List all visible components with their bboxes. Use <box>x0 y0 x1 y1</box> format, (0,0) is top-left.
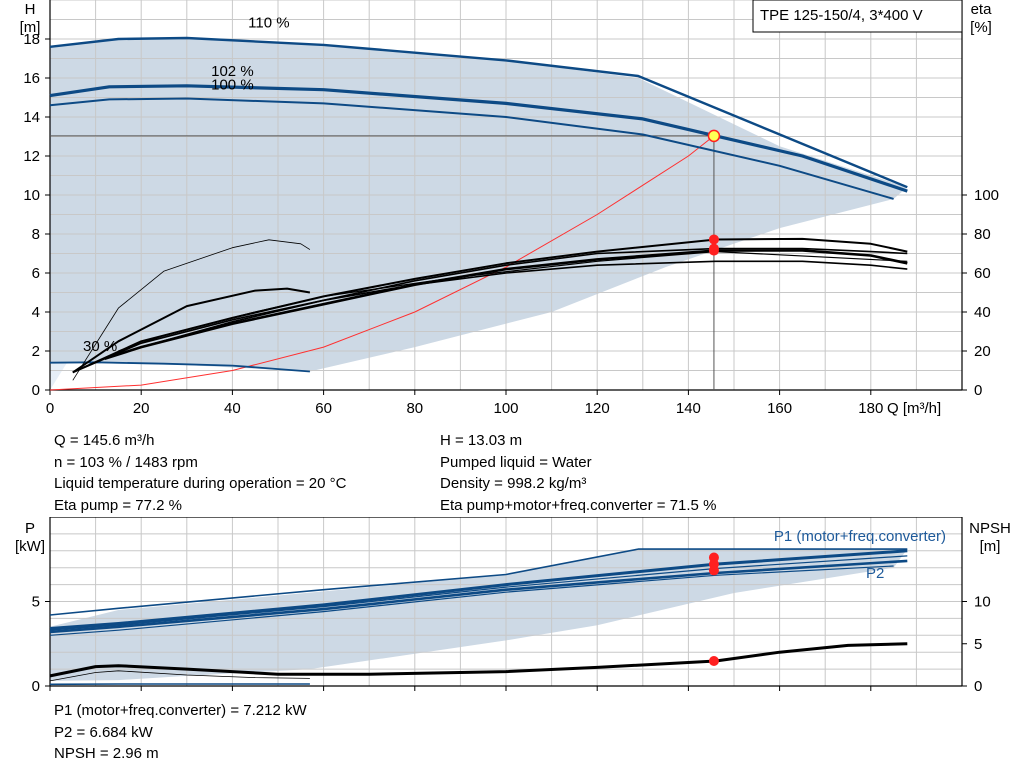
x-tick-label: 80 <box>406 400 423 417</box>
speed-label: 100 % <box>211 77 254 94</box>
speed-label: 30 % <box>83 338 117 355</box>
y2-axis-label-0: NPSH <box>969 520 1011 537</box>
x-tick-label: 20 <box>133 400 150 417</box>
efficiency-curve <box>118 251 908 352</box>
flow-value: Q = 145.6 m³/h <box>54 432 155 449</box>
duty-point <box>707 129 721 143</box>
head-curve <box>49 84 908 193</box>
y-tick-label: 0 <box>32 382 40 399</box>
npsh-value: NPSH = 2.96 m <box>54 745 159 762</box>
y-tick-label: 2 <box>32 343 40 360</box>
y-tick-label: 4 <box>32 304 40 321</box>
y2-tick-label: 10 <box>974 594 991 611</box>
y2-axis-label-1: [%] <box>970 19 992 36</box>
y-axis-label-0: H <box>25 1 36 18</box>
y-axis-label-1: [kW] <box>15 538 45 555</box>
npsh-duty-point <box>708 655 719 666</box>
y-tick-label: 12 <box>23 148 40 165</box>
main-info-left: Q = 145.6 m³/h n = 103 % / 1483 rpm Liqu… <box>54 430 346 516</box>
x-tick-label: 140 <box>676 400 701 417</box>
density-value: Density = 998.2 kg/m³ <box>440 475 587 492</box>
y2-tick-label: 60 <box>974 265 991 282</box>
head-curve <box>49 361 310 373</box>
power-curve <box>49 549 908 630</box>
speed-value: n = 103 % / 1483 rpm <box>54 453 198 471</box>
eta-total-value: Eta pump+motor+freq.converter = 71.5 % <box>440 496 717 514</box>
x-axis-label: Q [m³/h] <box>887 400 941 417</box>
head-curve <box>49 97 894 200</box>
y-tick-label: 16 <box>23 70 40 87</box>
power-curve <box>49 559 908 634</box>
speed-label: 110 % <box>248 14 289 31</box>
efficiency-curve <box>72 260 908 374</box>
efficiency-duty-point <box>708 234 719 245</box>
y2-tick-label: 20 <box>974 343 991 360</box>
head-value: H = 13.03 m <box>440 432 523 449</box>
x-tick-label: 60 <box>315 400 332 417</box>
efficiency-curve <box>104 249 908 361</box>
p2-value: P2 = 6.684 kW <box>54 723 153 741</box>
system-curve <box>49 135 715 391</box>
main-info-right: H = 13.03 m Pumped liquid = Water Densit… <box>440 430 716 516</box>
eta-pump-value: Eta pump = 77.2 % <box>54 496 182 514</box>
npsh-curve <box>49 642 908 678</box>
efficiency-duty-point <box>708 245 719 256</box>
x-tick-label: 40 <box>224 400 241 417</box>
y-tick-label: 5 <box>32 594 40 611</box>
chart-title: TPE 125-150/4, 3*400 V <box>760 7 923 24</box>
y-tick-label: 0 <box>32 678 40 695</box>
x-tick-label: 160 <box>767 400 792 417</box>
y-tick-label: 14 <box>23 109 40 126</box>
p2-series-label: P2 <box>866 565 884 582</box>
speed-label: 102 % <box>211 63 254 80</box>
p1-series-label: P1 (motor+freq.converter) <box>774 528 946 545</box>
y2-tick-label: 100 <box>974 187 999 204</box>
power-info: P1 (motor+freq.converter) = 7.212 kW P2 … <box>54 700 307 765</box>
title-box <box>752 0 963 33</box>
power-duty-point <box>708 565 719 576</box>
p1-value: P1 (motor+freq.converter) = 7.212 kW <box>54 702 307 719</box>
liquid-temperature: Liquid temperature during operation = 20… <box>54 475 347 492</box>
head-curve <box>49 36 908 189</box>
y-tick-label: 18 <box>23 31 40 48</box>
y-axis-label-0: P <box>25 520 35 537</box>
y2-axis-label-0: eta <box>971 1 993 18</box>
npsh-curve-thin <box>49 670 310 682</box>
y2-tick-label: 80 <box>974 226 991 243</box>
y2-tick-label: 0 <box>974 382 982 399</box>
power-curve <box>49 548 908 616</box>
x-tick-label: 120 <box>585 400 610 417</box>
y2-tick-label: 0 <box>974 678 982 695</box>
efficiency-curve <box>72 287 311 374</box>
efficiency-curve <box>72 239 311 381</box>
y2-tick-label: 5 <box>974 636 982 653</box>
power-curve <box>49 565 894 636</box>
x-tick-label: 100 <box>493 400 518 417</box>
y2-tick-label: 40 <box>974 304 991 321</box>
power-curve <box>49 555 908 631</box>
pumped-liquid: Pumped liquid = Water <box>440 453 592 471</box>
x-tick-label: 180 <box>858 400 883 417</box>
operating-range-area <box>50 39 908 372</box>
y-tick-label: 6 <box>32 265 40 282</box>
x-tick-label: 0 <box>46 400 54 417</box>
power-range-area <box>50 549 908 681</box>
y2-axis-label-1: [m] <box>980 538 1001 555</box>
power-npsh-chart: 0 5 0 5 10 P[kW] NPSH[m] P1 (motor+freq.convert… <box>15 517 1011 695</box>
y-axis-label-1: [m] <box>20 19 41 36</box>
y-tick-label: 10 <box>23 187 40 204</box>
y-tick-label: 8 <box>32 226 40 243</box>
